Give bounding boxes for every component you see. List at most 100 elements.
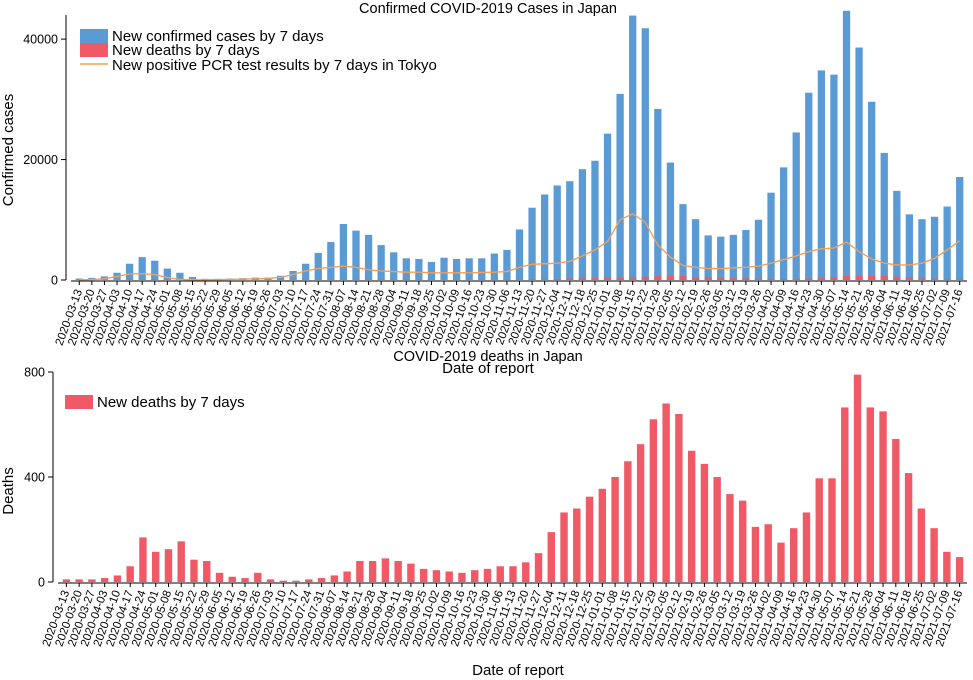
- bar-primary-2021-04-23: [802, 512, 811, 582]
- bar-secondary-2021-04-02: [767, 278, 775, 280]
- bar-primary-2020-05-08: [164, 549, 173, 582]
- bar-primary-2021-02-26: [700, 463, 709, 583]
- y-tick-label: 0: [51, 274, 58, 288]
- y-tick-label: 400: [24, 471, 45, 485]
- bar-primary-2020-10-30: [490, 253, 498, 280]
- bar-secondary-2020-09-04: [390, 279, 398, 280]
- bar-primary-2020-12-04: [553, 185, 561, 280]
- y-tick-label: 40000: [23, 33, 58, 47]
- bar-secondary-2020-05-01: [163, 279, 171, 280]
- bar-primary-2020-11-06: [503, 249, 511, 280]
- bar-primary-2021-04-30: [815, 478, 823, 582]
- bar-primary-2020-10-02: [440, 257, 448, 280]
- bar-primary-2020-10-02: [432, 570, 441, 582]
- cases-x-axis-label: Date of report: [442, 360, 535, 377]
- bar-secondary-2021-02-19: [691, 276, 700, 280]
- bar-primary-2021-04-30: [817, 70, 825, 280]
- bar-primary-2020-04-10: [113, 575, 122, 582]
- bar-primary-2020-09-04: [381, 558, 390, 583]
- bar-primary-2021-07-02: [930, 528, 938, 582]
- bar-primary-2021-06-04: [879, 411, 887, 583]
- bar-primary-2021-01-22: [636, 444, 645, 582]
- bar-primary-2021-02-12: [675, 414, 683, 582]
- bar-primary-2020-09-18: [415, 258, 423, 280]
- bar-primary-2020-05-01: [152, 551, 160, 582]
- bar-primary-2020-08-14: [352, 230, 360, 280]
- legend-swatch-deaths: [80, 43, 108, 57]
- legend-label-deaths-bottom: New deaths by 7 days: [97, 394, 245, 411]
- bar-primary-2021-05-21: [853, 374, 862, 583]
- bar-primary-2021-04-09: [779, 167, 788, 281]
- bar-primary-2021-05-28: [868, 101, 876, 280]
- bar-primary-2020-11-20: [522, 562, 530, 582]
- bar-primary-2021-01-08: [611, 477, 619, 582]
- bar-primary-2020-07-10: [279, 580, 288, 582]
- bar-secondary-2021-07-02: [930, 278, 939, 280]
- legend-label-pcr: New positive PCR test results by 7 days …: [112, 57, 437, 74]
- bar-secondary-2021-05-07: [830, 277, 838, 280]
- legend-swatch-deaths-bottom: [65, 395, 93, 409]
- bar-primary-2021-05-28: [866, 407, 874, 582]
- bar-primary-2020-04-24: [151, 260, 159, 280]
- bar-primary-2021-02-05: [666, 162, 675, 280]
- bar-primary-2021-03-19: [742, 230, 750, 280]
- bar-secondary-2021-04-23: [805, 278, 813, 280]
- bar-primary-2021-07-02: [930, 216, 939, 280]
- bar-primary-2021-07-16: [955, 557, 964, 582]
- cases-chart: Confirmed COVID-2019 Cases in Japan Conf…: [0, 1, 967, 377]
- bar-primary-2020-07-17: [302, 263, 310, 280]
- bar-primary-2020-09-25: [419, 568, 428, 583]
- bar-primary-2021-04-02: [767, 192, 775, 280]
- bar-primary-2020-07-24: [305, 579, 313, 583]
- bar-primary-2021-05-07: [830, 74, 838, 281]
- bar-primary-2020-05-29: [203, 561, 211, 582]
- bar-primary-2020-05-08: [176, 272, 184, 280]
- bar-primary-2020-07-10: [289, 270, 297, 280]
- bar-primary-2020-08-28: [368, 561, 377, 582]
- bar-primary-2021-04-09: [777, 542, 785, 583]
- bar-primary-2020-03-13: [62, 579, 71, 583]
- bar-primary-2020-05-15: [188, 276, 197, 280]
- deaths-y-axis-label: Deaths: [0, 467, 17, 515]
- y-tick-label: 0: [38, 576, 45, 590]
- cases-y-axis-label: Confirmed cases: [0, 94, 17, 207]
- bar-primary-2021-01-08: [616, 93, 624, 281]
- bar-primary-2020-04-03: [100, 578, 109, 582]
- bar-secondary-2020-12-04: [553, 278, 561, 280]
- bar-primary-2020-10-30: [483, 568, 492, 583]
- bar-primary-2020-12-18: [573, 508, 581, 582]
- bar-primary-2021-01-29: [654, 108, 662, 280]
- bar-primary-2020-08-07: [339, 223, 348, 280]
- legend-label-cases: New confirmed cases by 7 days: [112, 28, 324, 45]
- bar-secondary-2021-02-26: [704, 277, 712, 280]
- bar-secondary-2021-07-16: [956, 279, 964, 280]
- bar-primary-2021-05-14: [841, 407, 849, 582]
- bar-secondary-2021-03-05: [717, 277, 725, 280]
- bar-primary-2020-12-11: [560, 512, 568, 582]
- bar-secondary-2021-05-14: [842, 275, 851, 280]
- bar-primary-2021-07-09: [943, 551, 951, 582]
- bar-primary-2021-04-23: [805, 92, 813, 280]
- bar-secondary-2021-03-19: [742, 278, 750, 280]
- pcr-tokyo-line: [79, 212, 961, 281]
- bar-primary-2020-12-18: [578, 169, 587, 280]
- y-tick-label: 20000: [23, 153, 58, 167]
- bar-primary-2020-10-16: [465, 258, 473, 280]
- bar-primary-2020-03-27: [88, 579, 96, 583]
- bar-primary-2020-11-13: [509, 566, 517, 582]
- legend-label-deaths: New deaths by 7 days: [112, 42, 260, 59]
- bar-primary-2021-02-26: [704, 235, 712, 280]
- bar-secondary-2020-12-25: [591, 278, 599, 280]
- bar-secondary-2020-04-24: [151, 278, 159, 280]
- bar-primary-2020-04-17: [138, 257, 146, 280]
- bar-primary-2020-07-03: [266, 579, 275, 583]
- bar-secondary-2021-01-29: [654, 276, 662, 280]
- bar-secondary-2021-06-11: [893, 276, 901, 280]
- bar-primary-2020-10-09: [452, 258, 461, 280]
- cases-legend: New confirmed cases by 7 days New deaths…: [80, 28, 437, 74]
- bar-primary-2021-05-21: [855, 47, 863, 280]
- bar-primary-2020-08-07: [330, 575, 339, 582]
- bar-primary-2021-01-01: [603, 133, 612, 280]
- bar-secondary-2021-05-21: [855, 275, 863, 280]
- bar-primary-2020-05-01: [163, 268, 171, 280]
